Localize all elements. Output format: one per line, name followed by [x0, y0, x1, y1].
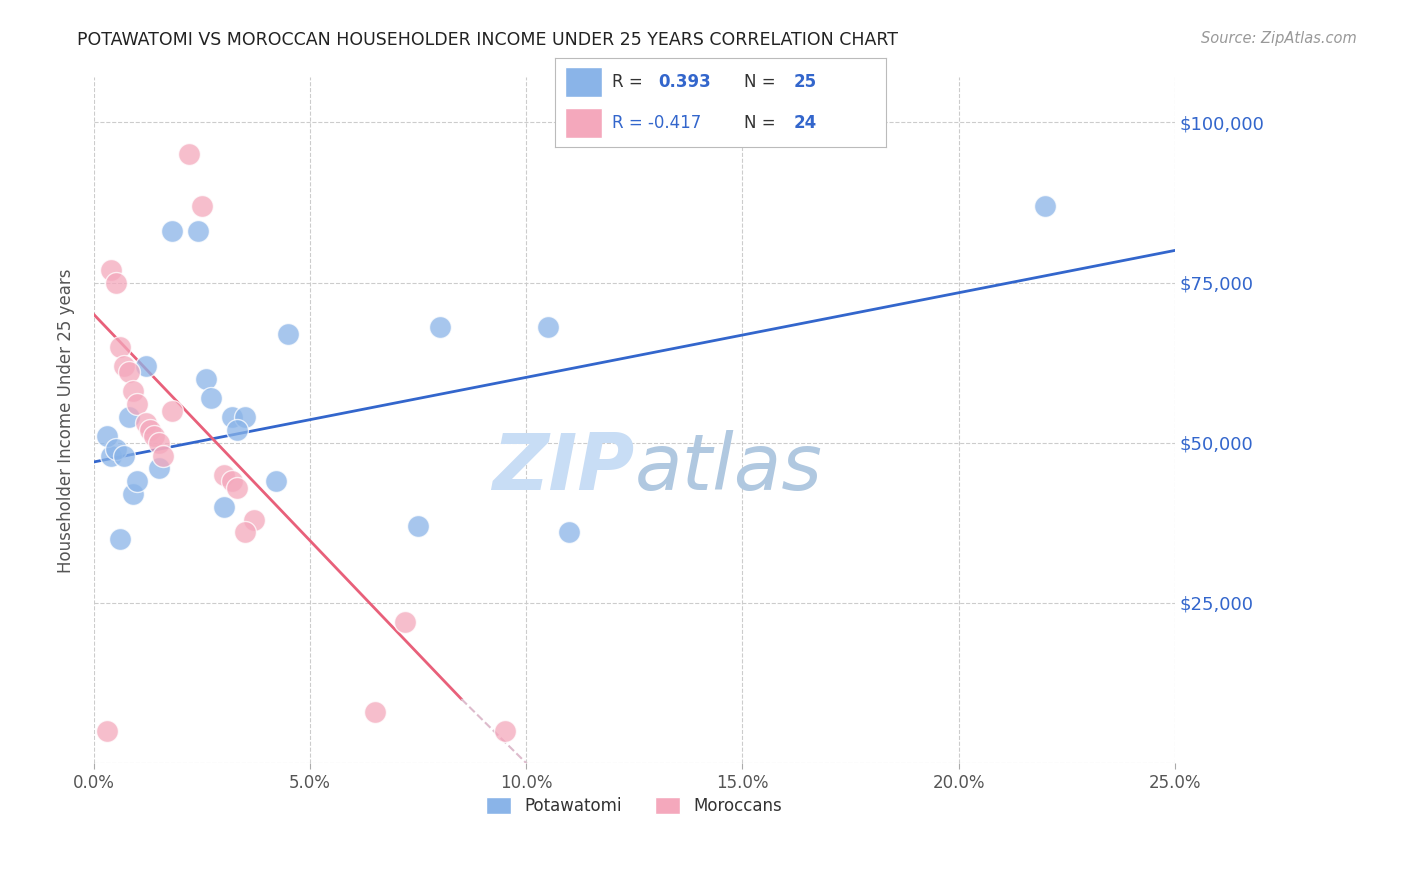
Point [143, 429, 166, 443]
Point [187, 224, 209, 238]
Point [406, 519, 429, 533]
Point [177, 147, 200, 161]
Point [112, 359, 135, 373]
Point [121, 487, 143, 501]
Point [1033, 199, 1056, 213]
Point [112, 449, 135, 463]
Point [537, 320, 560, 334]
Point [394, 615, 416, 629]
Point [127, 474, 149, 488]
Point [225, 423, 247, 437]
Point [212, 467, 235, 482]
Point [160, 403, 183, 417]
Point [100, 449, 122, 463]
Bar [565, 67, 602, 97]
Text: Source: ZipAtlas.com: Source: ZipAtlas.com [1201, 31, 1357, 46]
Point [121, 384, 143, 399]
Text: 0.393: 0.393 [658, 73, 710, 91]
Point [225, 481, 247, 495]
Text: R = -0.417: R = -0.417 [612, 114, 700, 132]
Text: POTAWATOMI VS MOROCCAN HOUSEHOLDER INCOME UNDER 25 YEARS CORRELATION CHART: POTAWATOMI VS MOROCCAN HOUSEHOLDER INCOM… [77, 31, 898, 49]
Point [191, 199, 214, 213]
Point [117, 410, 139, 425]
Point [148, 461, 170, 475]
Point [200, 391, 222, 405]
Point [117, 365, 139, 379]
Point [104, 276, 127, 290]
Point [100, 262, 122, 277]
Point [135, 359, 157, 373]
Legend: Potawatomi, Moroccans: Potawatomi, Moroccans [478, 789, 790, 823]
Point [96, 724, 118, 739]
Text: 24: 24 [793, 114, 817, 132]
Point [108, 532, 131, 546]
Point [429, 320, 451, 334]
Point [135, 417, 157, 431]
Point [264, 474, 287, 488]
Text: atlas: atlas [634, 430, 823, 507]
Text: R =: R = [612, 73, 648, 91]
Point [160, 224, 183, 238]
Point [221, 474, 243, 488]
Point [494, 724, 516, 739]
Point [233, 410, 256, 425]
Point [108, 340, 131, 354]
Point [148, 435, 170, 450]
Point [152, 449, 174, 463]
Point [243, 513, 266, 527]
Point [195, 371, 218, 385]
Text: N =: N = [744, 73, 780, 91]
Point [364, 705, 387, 719]
Point [558, 525, 581, 540]
Point [277, 326, 299, 341]
Point [212, 500, 235, 514]
Text: 25: 25 [793, 73, 817, 91]
Text: N =: N = [744, 114, 780, 132]
Point [127, 397, 149, 411]
Y-axis label: Householder Income Under 25 years: Householder Income Under 25 years [58, 268, 75, 573]
Text: ZIP: ZIP [492, 430, 634, 507]
Point [96, 429, 118, 443]
Bar [565, 108, 602, 138]
Point [104, 442, 127, 457]
Point [139, 423, 162, 437]
Point [233, 525, 256, 540]
Point [221, 410, 243, 425]
